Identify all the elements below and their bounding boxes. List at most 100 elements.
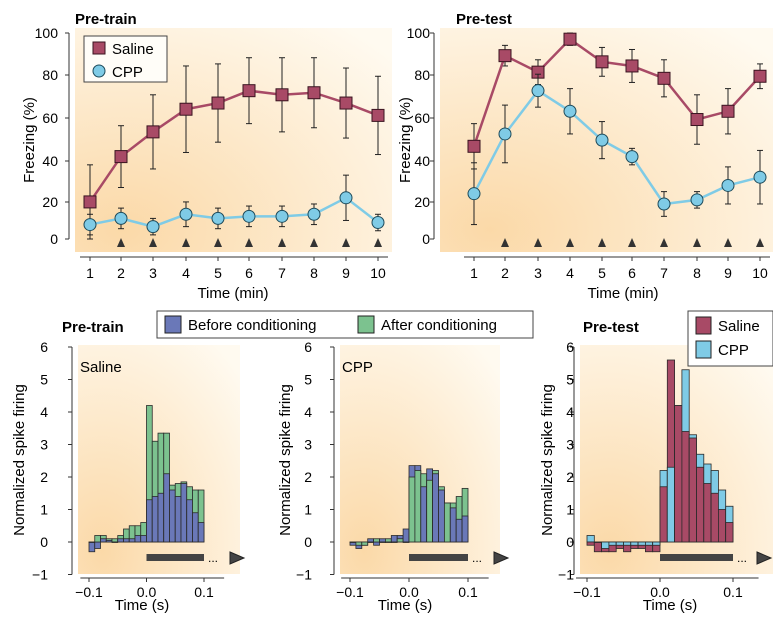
bar-before-conditioning bbox=[187, 500, 193, 542]
bar-before-conditioning bbox=[141, 536, 147, 543]
bar-before-conditioning bbox=[152, 497, 158, 543]
bar-after-conditioning bbox=[95, 536, 101, 543]
bar-after-conditioning bbox=[374, 539, 380, 542]
data-point-cpp bbox=[372, 217, 384, 229]
x-tick-label: 6 bbox=[245, 265, 253, 281]
data-point-saline bbox=[212, 97, 224, 109]
bar-before-conditioning bbox=[175, 497, 181, 543]
bar-after-conditioning bbox=[89, 542, 95, 543]
data-point-cpp bbox=[276, 210, 288, 222]
y-tick-label: 0 bbox=[422, 231, 430, 247]
x-tick-label: 2 bbox=[117, 265, 125, 281]
histogram-legend: Before conditioning After conditioning bbox=[157, 311, 533, 338]
chart-title: Pre-train bbox=[62, 319, 124, 336]
y-tick-label: 3 bbox=[566, 437, 574, 453]
bar-before-conditioning bbox=[158, 493, 164, 542]
bar-saline bbox=[704, 484, 711, 543]
stimulus-bar bbox=[409, 554, 468, 561]
bar-before-conditioning bbox=[181, 484, 187, 543]
y-tick-label: 5 bbox=[40, 372, 48, 388]
stimulus-ellipsis: ... bbox=[472, 551, 482, 565]
y-tick-label: 6 bbox=[304, 339, 312, 355]
y-tick-label: 4 bbox=[304, 404, 312, 420]
y-tick-label: 6 bbox=[566, 339, 574, 355]
x-tick-label: 3 bbox=[149, 265, 157, 281]
x-tick-label: 2 bbox=[501, 265, 509, 281]
data-point-cpp bbox=[722, 179, 734, 191]
x-tick-label: 1 bbox=[470, 265, 478, 281]
bar-before-conditioning bbox=[385, 542, 391, 543]
x-axis-label: Time (s) bbox=[643, 597, 697, 614]
x-tick-label: 5 bbox=[214, 265, 222, 281]
x-tick-label: 10 bbox=[370, 265, 386, 281]
bar-cpp bbox=[624, 542, 631, 545]
data-point-saline bbox=[596, 56, 608, 68]
chart-legend: SalineCPP bbox=[84, 36, 167, 82]
bar-before-conditioning bbox=[135, 536, 141, 543]
data-point-cpp bbox=[115, 212, 127, 224]
legend-swatch-cpp bbox=[696, 341, 711, 358]
bar-after-conditioning bbox=[362, 542, 368, 545]
legend-label-before: Before conditioning bbox=[188, 317, 316, 334]
stimulus-ellipsis: ... bbox=[737, 551, 747, 565]
data-point-cpp bbox=[564, 105, 576, 117]
legend-swatch-cpp bbox=[93, 65, 105, 77]
legend-label-cpp: CPP bbox=[718, 342, 749, 359]
bar-before-conditioning bbox=[170, 490, 176, 542]
legend-swatch-before bbox=[165, 316, 181, 333]
legend-label-saline: Saline bbox=[112, 41, 154, 58]
data-point-cpp bbox=[691, 194, 703, 206]
bar-after-conditioning bbox=[427, 480, 433, 542]
y-tick-label: 80 bbox=[414, 67, 430, 83]
y-tick-label: 5 bbox=[566, 372, 574, 388]
bar-before-conditioning bbox=[380, 539, 386, 542]
bar-after-conditioning bbox=[391, 542, 397, 543]
data-point-saline bbox=[564, 33, 576, 45]
bar-after-conditioning bbox=[444, 503, 450, 542]
bar-saline bbox=[697, 467, 704, 542]
y-tick-label: 4 bbox=[40, 404, 48, 420]
y-tick-label: 40 bbox=[42, 153, 58, 169]
x-tick-label: 0.1 bbox=[458, 584, 478, 600]
bar-before-conditioning bbox=[101, 539, 107, 542]
x-tick-label: 4 bbox=[566, 265, 574, 281]
y-tick-label: 40 bbox=[414, 153, 430, 169]
bar-saline bbox=[587, 542, 594, 545]
bar-saline bbox=[682, 432, 689, 543]
bottom-cpp-chart: CPP −1 0 1 2 3 4 5 6 Normalized spike firing −0.1 0… bbox=[277, 339, 508, 614]
data-point-cpp bbox=[243, 210, 255, 222]
y-tick-label: 3 bbox=[40, 437, 48, 453]
y-tick-label: 4 bbox=[566, 404, 574, 420]
x-tick-label: 0.1 bbox=[723, 584, 743, 600]
continuation-arrow-icon bbox=[494, 552, 508, 564]
y-tick-label: 80 bbox=[42, 67, 58, 83]
bottom-saline-chart: Pre-trainSaline−10123456Normalized spike… bbox=[11, 319, 244, 614]
data-point-saline bbox=[691, 114, 703, 126]
y-tick-label: 3 bbox=[304, 437, 312, 453]
bar-cpp bbox=[594, 542, 601, 543]
data-point-saline bbox=[754, 70, 766, 82]
legend-label-after: After conditioning bbox=[381, 317, 497, 334]
x-tick-label: 1 bbox=[86, 265, 94, 281]
data-point-saline bbox=[626, 60, 638, 72]
x-tick-label: −0.1 bbox=[573, 584, 601, 600]
y-axis-label: Normalized spike firing bbox=[277, 384, 294, 536]
y-tick-label: 1 bbox=[566, 502, 574, 518]
bar-before-conditioning bbox=[433, 474, 439, 542]
data-point-cpp bbox=[180, 208, 192, 220]
y-tick-label: 0 bbox=[304, 534, 312, 550]
y-axis-label: Freezing (%) bbox=[21, 97, 38, 183]
bar-before-conditioning bbox=[368, 539, 374, 542]
y-tick-label: 20 bbox=[414, 194, 430, 210]
bar-after-conditioning bbox=[350, 542, 356, 543]
bar-cpp bbox=[609, 542, 616, 545]
data-point-saline bbox=[468, 140, 480, 152]
bar-saline bbox=[726, 523, 733, 543]
legend-swatch-saline bbox=[696, 317, 711, 334]
data-point-saline bbox=[147, 126, 159, 138]
y-tick-label: 2 bbox=[304, 469, 312, 485]
bar-before-conditioning bbox=[456, 519, 462, 542]
bar-before-conditioning bbox=[193, 513, 199, 542]
data-point-cpp bbox=[754, 171, 766, 183]
bar-before-conditioning bbox=[118, 539, 124, 542]
